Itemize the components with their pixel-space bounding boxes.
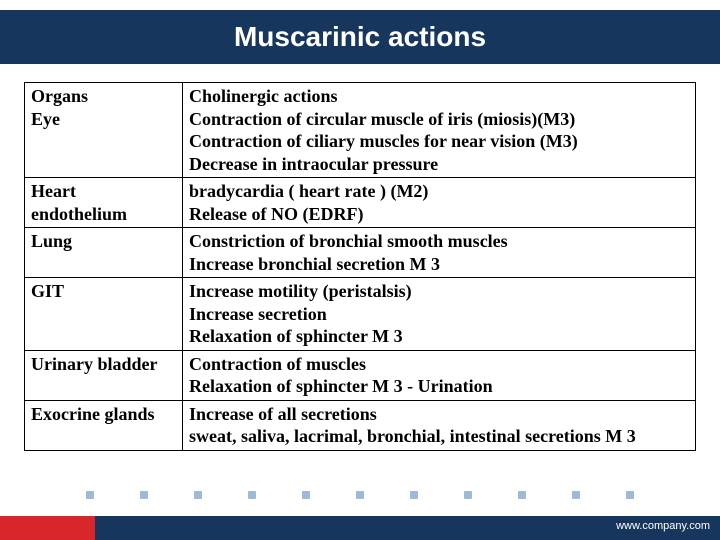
dot-icon xyxy=(302,491,310,499)
table-row: Heartendothelium bradycardia ( heart rat… xyxy=(25,178,696,228)
cell-action-2: Constriction of bronchial smooth muscles… xyxy=(183,228,696,278)
cell-action-0: Contraction of circular muscle of iris (… xyxy=(189,109,578,174)
footer-main: www.company.com xyxy=(95,516,720,540)
dot-icon xyxy=(464,491,472,499)
cell-action-4: Contraction of musclesRelaxation of sphi… xyxy=(183,350,696,400)
cell-organ-3: GIT xyxy=(25,278,183,351)
header-organ-text: Organs xyxy=(31,86,88,106)
cell-action-5: Increase of all secretionssweat, saliva,… xyxy=(183,400,696,450)
footer-accent xyxy=(0,516,95,540)
table-row: Lung Constriction of bronchial smooth mu… xyxy=(25,228,696,278)
slide: Muscarinic actions Organs Eye Cholinergi… xyxy=(0,0,720,540)
dot-icon xyxy=(194,491,202,499)
table-row: Organs Eye Cholinergic actions Contracti… xyxy=(25,83,696,178)
cell-action-3: Increase motility (peristalsis)Increase … xyxy=(183,278,696,351)
muscarinic-table: Organs Eye Cholinergic actions Contracti… xyxy=(24,82,696,451)
dot-icon xyxy=(356,491,364,499)
cell-organ-1: Heartendothelium xyxy=(25,178,183,228)
dot-icon xyxy=(572,491,580,499)
dot-icon xyxy=(518,491,526,499)
dot-icon xyxy=(410,491,418,499)
content-table-wrap: Organs Eye Cholinergic actions Contracti… xyxy=(24,82,696,451)
cell-organ-4: Urinary bladder xyxy=(25,350,183,400)
cell-organ-5: Exocrine glands xyxy=(25,400,183,450)
cell-action-1: bradycardia ( heart rate ) (M2)Release o… xyxy=(183,178,696,228)
dot-icon xyxy=(86,491,94,499)
slide-title: Muscarinic actions xyxy=(234,21,486,53)
header-action: Cholinergic actions Contraction of circu… xyxy=(183,83,696,178)
header-organ: Organs Eye xyxy=(25,83,183,178)
cell-organ-0: Eye xyxy=(31,109,60,129)
dot-icon xyxy=(626,491,634,499)
header-action-text: Cholinergic actions xyxy=(189,86,338,106)
footer-link: www.company.com xyxy=(616,520,710,532)
cell-organ-2: Lung xyxy=(25,228,183,278)
dot-icon xyxy=(248,491,256,499)
dot-icon xyxy=(140,491,148,499)
title-bar: Muscarinic actions xyxy=(0,10,720,64)
table-row: Urinary bladder Contraction of musclesRe… xyxy=(25,350,696,400)
footer-bar: www.company.com xyxy=(0,516,720,540)
table-row: Exocrine glands Increase of all secretio… xyxy=(25,400,696,450)
decorative-dots xyxy=(0,490,720,500)
table-row: GIT Increase motility (peristalsis)Incre… xyxy=(25,278,696,351)
